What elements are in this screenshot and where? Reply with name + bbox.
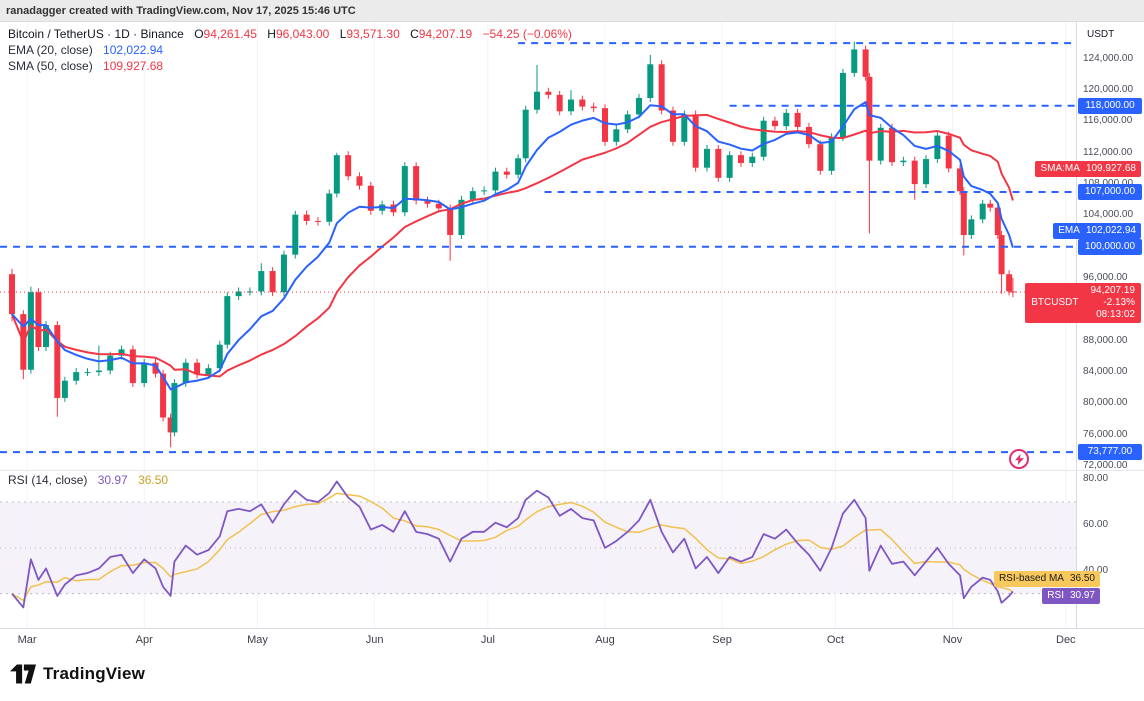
level-73777-badge: 73,777.00 <box>1078 444 1142 460</box>
ema-price-badge: EMA 102,022.94 <box>1053 223 1141 239</box>
price-tick: 76,000.00 <box>1083 428 1128 440</box>
ema-badge-label: EMA <box>1058 225 1080 236</box>
open-value: 94,261.45 <box>203 27 257 41</box>
rsi-badge: RSI 30.97 <box>1042 588 1100 604</box>
month-label: Jun <box>365 634 384 646</box>
month-label: May <box>247 634 268 646</box>
ema-badge-value: 102,022.94 <box>1085 225 1136 236</box>
price-tick: 88,000.00 <box>1083 334 1128 346</box>
pane-separator[interactable] <box>0 470 1144 471</box>
high-key: H <box>267 27 276 41</box>
change-value: −54.25 (−0.06%) <box>482 27 572 41</box>
tradingview-logo-icon <box>10 664 36 684</box>
rsi-pane[interactable]: RSI (14, close) 30.97 36.50 <box>0 470 1076 628</box>
price-tick: 96,000.00 <box>1083 272 1128 284</box>
flash-icon[interactable] <box>1009 449 1029 469</box>
high-value: 96,043.00 <box>275 27 330 41</box>
month-label: Jul <box>480 634 495 646</box>
rsi-label: RSI (14, close) <box>8 473 88 487</box>
open-key: O <box>194 27 204 41</box>
price-tick: 112,000.00 <box>1083 146 1133 158</box>
level-118000-value: 118,000.00 <box>1085 100 1135 111</box>
price-tick: 120,000.00 <box>1083 84 1134 96</box>
month-label: Oct <box>826 634 844 646</box>
rsi-tick: 80.00 <box>1083 473 1109 485</box>
rsi-ma-badge-label: RSI-based MA <box>998 573 1064 584</box>
price-tick: 108,000.00 <box>1083 178 1133 189</box>
rsi-badge-value: 30.97 <box>1069 590 1095 601</box>
last-badge-countdown: 08:13:02 <box>1096 309 1135 320</box>
rsi-value: 30.97 <box>97 473 128 487</box>
rsi-chart <box>0 470 1076 628</box>
rsi-tick: 40.00 <box>1083 565 1108 576</box>
month-label: Dec <box>1056 634 1076 646</box>
rsi-ma-badge-value: 36.50 <box>1069 573 1095 584</box>
chart-legend[interactable]: Bitcoin / TetherUS · 1D · Binance O94,26… <box>8 26 572 74</box>
ema-indicator-row[interactable]: EMA (20, close) 102,022.94 <box>8 42 572 58</box>
last-badge-price: 94,207.19 <box>1090 285 1136 296</box>
level-107000-value: 107,000.00 <box>1084 186 1136 197</box>
rsi-tick: 60.00 <box>1083 518 1109 530</box>
price-axis[interactable]: USDT 124,000.00 120,000.00 116,000.00 112,0… <box>1076 22 1144 628</box>
level-107000-badge: 107,000.00 <box>1078 184 1142 200</box>
level-118000-badge: 118,000.00 <box>1078 98 1142 114</box>
symbol-row[interactable]: Bitcoin / TetherUS · 1D · Binance O94,26… <box>8 26 572 42</box>
candlestick-chart <box>0 22 1076 470</box>
low-key: L <box>339 27 347 41</box>
footer: TradingView <box>0 652 1144 701</box>
rsi-ma-badge: RSI-based MA 36.50 <box>993 571 1100 587</box>
sma-price-badge: SMA:MA 109,927.68 <box>1035 161 1141 177</box>
level-100000-value: 100,000.00 <box>1084 241 1136 252</box>
price-tick: 124,000.00 <box>1083 52 1134 64</box>
tradingview-brand[interactable]: TradingView <box>10 664 145 684</box>
sma-indicator-row[interactable]: SMA (50, close) 109,927.68 <box>8 58 572 74</box>
axis-currency-label: USDT <box>1087 29 1115 40</box>
sma-label: SMA (50, close) <box>8 59 93 73</box>
level-100000-badge: 100,000.00 <box>1078 239 1142 255</box>
symbol-title: Bitcoin / TetherUS · 1D · Binance <box>8 27 184 41</box>
sma-badge-label: SMA:MA <box>1040 163 1080 174</box>
sma-value: 109,927.68 <box>103 59 164 73</box>
last-badge-change: -2.13% <box>1103 297 1135 308</box>
price-tick: 84,000.00 <box>1083 366 1128 378</box>
month-label: Aug <box>595 634 615 646</box>
tradingview-brand-text: TradingView <box>43 664 146 683</box>
attribution-banner: ranadagger created with TradingView.com,… <box>0 0 1144 22</box>
month-label: Sep <box>712 634 732 646</box>
month-label: Apr <box>135 634 153 646</box>
price-tick: 116,000.00 <box>1083 115 1133 127</box>
rsi-badge-label: RSI <box>1047 590 1064 601</box>
last-price-badge: BTCUSDT 94,207.19 -2.13% 08:13:02 <box>1025 283 1141 323</box>
ema-label: EMA (20, close) <box>8 43 93 57</box>
price-chart-pane[interactable]: Bitcoin / TetherUS · 1D · Binance O94,26… <box>0 22 1076 470</box>
price-tick: 80,000.00 <box>1083 397 1128 409</box>
level-73777-value: 73,777.00 <box>1087 446 1133 457</box>
low-value: 93,571.30 <box>346 27 400 41</box>
price-tick: 104,000.00 <box>1083 209 1134 221</box>
sma-badge-value: 109,927.68 <box>1085 163 1136 174</box>
month-label: Mar <box>17 634 37 646</box>
month-label: Nov <box>942 634 963 646</box>
ema-value: 102,022.94 <box>103 43 164 57</box>
close-value: 94,207.19 <box>418 27 473 41</box>
price-tick: 72,000.00 <box>1083 460 1128 472</box>
rsi-legend-row[interactable]: RSI (14, close) 30.97 36.50 <box>8 473 168 487</box>
time-axis[interactable]: Mar Apr May Jun Jul Aug Sep Oct Nov Dec <box>0 628 1144 652</box>
close-key: C <box>410 27 419 41</box>
last-badge-symbol: BTCUSDT <box>1031 297 1079 308</box>
rsi-ma-value: 36.50 <box>138 473 169 487</box>
